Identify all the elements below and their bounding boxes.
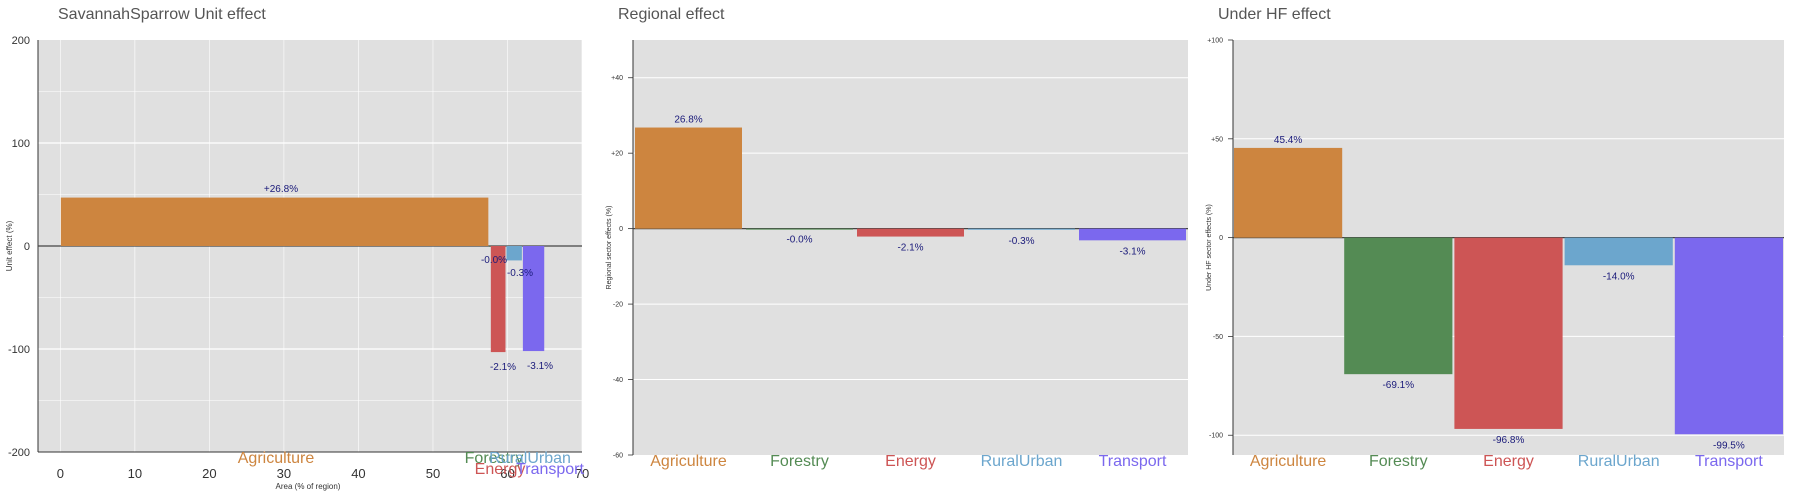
category-label-ruralurban: RuralUrban: [981, 453, 1063, 470]
bar-forestry: [746, 228, 853, 230]
data-label-agriculture: 26.8%: [674, 115, 702, 126]
y-tick-label: 0: [619, 226, 623, 233]
regional-effect-panel: Regional effect +40 +20 0 -20 -40 -60 Regional …: [606, 6, 1188, 470]
category-label-agriculture: Agriculture: [1250, 453, 1327, 470]
data-label-energy: -2.1%: [897, 243, 923, 254]
data-label-transport: -3.1%: [1119, 246, 1145, 257]
y-tick-label: +40: [611, 75, 623, 82]
data-label-forestry: -69.1%: [1382, 380, 1414, 391]
data-label-energy: -96.8%: [1493, 435, 1525, 446]
bar-energy: [857, 228, 964, 237]
x-tick-label: 20: [202, 466, 216, 481]
data-label-transport: -3.1%: [527, 361, 553, 372]
y-tick-label: -60: [613, 453, 623, 460]
bar-ruralurban: [968, 228, 1075, 230]
x-tick-label: 40: [351, 466, 365, 481]
under-hf-effect-panel: Under HF effect +100 +50 0 -50 -100 Under HF s…: [1206, 6, 1784, 470]
y-axis-label: Under HF sector effects (%): [1206, 204, 1213, 291]
category-label-energy: Energy: [885, 453, 936, 470]
x-axis-label: Area (% of region): [276, 482, 341, 491]
data-label-ruralurban: -14.0%: [1603, 271, 1635, 282]
y-tick-label: +100: [1207, 38, 1223, 45]
bar-agriculture: [60, 197, 489, 246]
y-tick-label: -50: [1213, 334, 1223, 341]
x-tick-label: 10: [128, 466, 142, 481]
regional-effect-title: Regional effect: [618, 6, 725, 23]
category-label-forestry: Forestry: [465, 450, 524, 467]
data-label-agriculture: +26.8%: [264, 184, 298, 195]
bar-forestry: [489, 246, 491, 247]
bar-transport: [1674, 237, 1783, 435]
under-hf-effect-title: Under HF effect: [1218, 6, 1331, 23]
bar-transport: [522, 246, 545, 352]
bar-forestry: [1344, 237, 1453, 375]
bar-agriculture: [635, 127, 742, 229]
data-label-ruralurban: -0.3%: [1008, 236, 1034, 247]
x-tick-label: 70: [575, 466, 589, 481]
category-label-transport: Transport: [1695, 453, 1763, 470]
bar-energy: [490, 246, 506, 353]
y-tick-label: -100: [1209, 433, 1223, 440]
category-label-forestry: Forestry: [1369, 453, 1428, 470]
y-tick-label: 200: [12, 35, 30, 47]
category-label-agriculture: Agriculture: [650, 453, 727, 470]
data-label-forestry: -0.0%: [481, 255, 507, 266]
x-tick-label: 50: [426, 466, 440, 481]
y-tick-label: +20: [611, 151, 623, 158]
category-label-ruralurban: RuralUrban: [489, 450, 571, 467]
category-label-ruralurban: RuralUrban: [1578, 453, 1660, 470]
data-label-energy: -2.1%: [490, 362, 516, 373]
x-tick-label: 30: [277, 466, 291, 481]
y-tick-label: -200: [8, 447, 30, 459]
category-label-forestry: Forestry: [770, 453, 829, 470]
y-tick-label: -20: [613, 302, 623, 309]
y-axis-label: Regional sector effects (%): [606, 206, 613, 290]
unit-effect-panel: SavannahSparrow Unit effect2001000-100-2…: [5, 6, 589, 491]
data-label-transport: -99.5%: [1713, 440, 1745, 451]
category-label-transport: Transport: [1099, 453, 1167, 470]
x-tick-label: 60: [500, 466, 514, 481]
unit-effect-title: SavannahSparrow Unit effect: [58, 6, 266, 23]
bar-transport: [1079, 228, 1186, 241]
y-tick-label: +50: [1211, 136, 1223, 143]
bar-ruralurban: [1564, 237, 1673, 266]
bar-energy: [1454, 237, 1563, 429]
data-label-agriculture: 45.4%: [1274, 135, 1302, 146]
y-tick-label: 100: [12, 138, 30, 150]
y-axis-label: Unit effect (%): [5, 220, 14, 271]
y-tick-label: -40: [613, 377, 623, 384]
bar-ruralurban: [506, 246, 522, 261]
category-label-energy: Energy: [475, 461, 526, 478]
x-tick-label: 0: [57, 466, 64, 481]
category-label-transport: Transport: [516, 461, 584, 478]
data-label-forestry: -0.0%: [786, 235, 812, 246]
y-tick-label: -100: [8, 344, 30, 356]
bar-agriculture: [1234, 147, 1343, 238]
y-tick-label: 0: [1219, 235, 1223, 242]
category-label-energy: Energy: [1483, 453, 1534, 470]
regional-effect-plot-area: [633, 40, 1188, 455]
category-label-agriculture: Agriculture: [238, 450, 315, 467]
y-tick-label: 0: [24, 241, 30, 253]
data-label-ruralurban: -0.3%: [507, 268, 533, 279]
